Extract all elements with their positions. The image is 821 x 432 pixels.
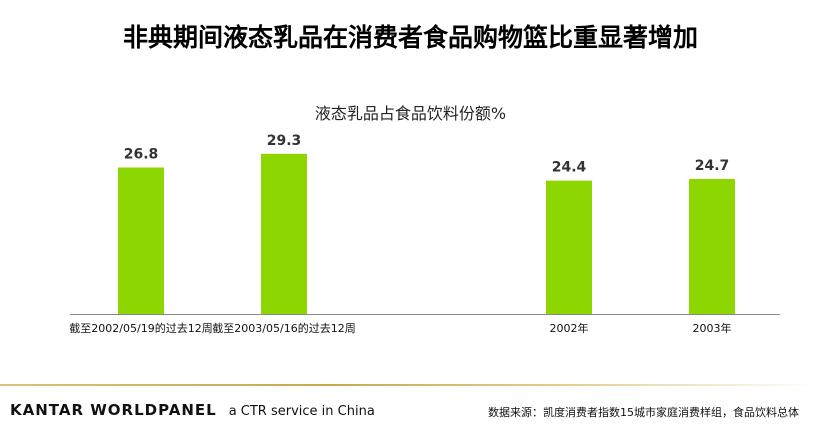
bar-1 [118, 167, 164, 314]
data-label-1: 26.8 [124, 146, 159, 162]
category-label-1: 截至2002/05/19的过去12周 [69, 321, 212, 335]
data-label-4: 24.7 [695, 158, 730, 174]
bar-4 [689, 178, 735, 314]
category-label-3: 2002年 [550, 321, 589, 335]
chart-title: 液态乳品占食品饮料份额% [314, 104, 507, 123]
category-label-2: 截至2003/05/16的过去12周 [212, 321, 355, 335]
page-title: 非典期间液态乳品在消费者食品购物篮比重显著增加 [122, 23, 698, 52]
category-label-4: 2003年 [693, 321, 732, 335]
brand-logo: KANTAR WORLDPANEL a CTR service in China [10, 401, 375, 421]
source-note: 数据来源：凯度消费者指数15城市家庭消费样组，食品饮料总体 [488, 406, 799, 419]
bar-2 [261, 153, 307, 314]
bar-chart: 26.8 截至2002/05/19的过去12周 29.3 截至2003/05/16的过… [69, 133, 780, 335]
data-label-3: 24.4 [552, 160, 587, 176]
data-label-2: 29.3 [267, 133, 302, 149]
brand-tagline: a CTR service in China [228, 404, 375, 419]
bar-3 [546, 180, 592, 314]
brand-name: KANTAR WORLDPANEL [10, 401, 217, 419]
footer-divider [0, 384, 821, 386]
